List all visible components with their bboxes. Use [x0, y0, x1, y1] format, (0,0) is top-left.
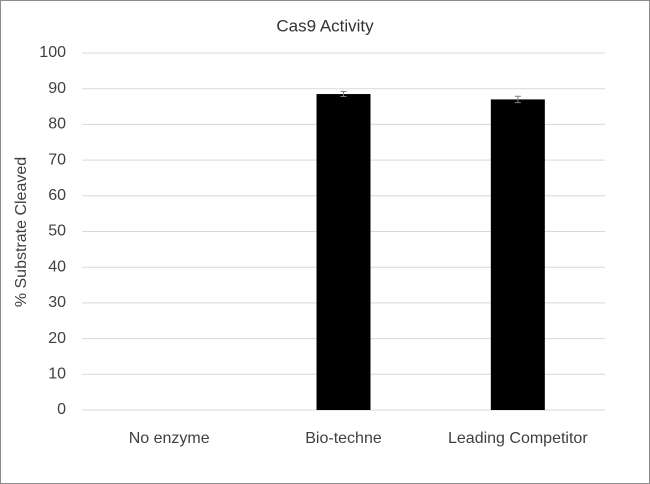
y-tick-label: 0 [57, 401, 66, 418]
y-tick-label: 60 [48, 187, 66, 204]
chart-title: Cas9 Activity [276, 16, 374, 35]
y-tick-label: 50 [48, 223, 66, 240]
y-tick-label: 30 [48, 294, 66, 311]
y-tick-label: 70 [48, 151, 66, 168]
y-tick-label: 40 [48, 258, 66, 275]
y-tick-label: 90 [48, 80, 66, 97]
y-axis-label: % Substrate Cleaved [13, 157, 30, 307]
bar [316, 94, 371, 411]
x-tick-label: Bio-techne [305, 430, 382, 447]
y-tick-label: 10 [48, 366, 66, 383]
x-tick-label: Leading Competitor [448, 430, 588, 447]
error-bar [514, 95, 521, 104]
bar [490, 99, 545, 410]
error-bar [340, 91, 347, 98]
y-tick-label: 80 [48, 116, 66, 133]
y-tick-label: 20 [48, 330, 66, 347]
x-tick-label: No enzyme [129, 430, 210, 447]
y-tick-label: 100 [39, 44, 66, 61]
